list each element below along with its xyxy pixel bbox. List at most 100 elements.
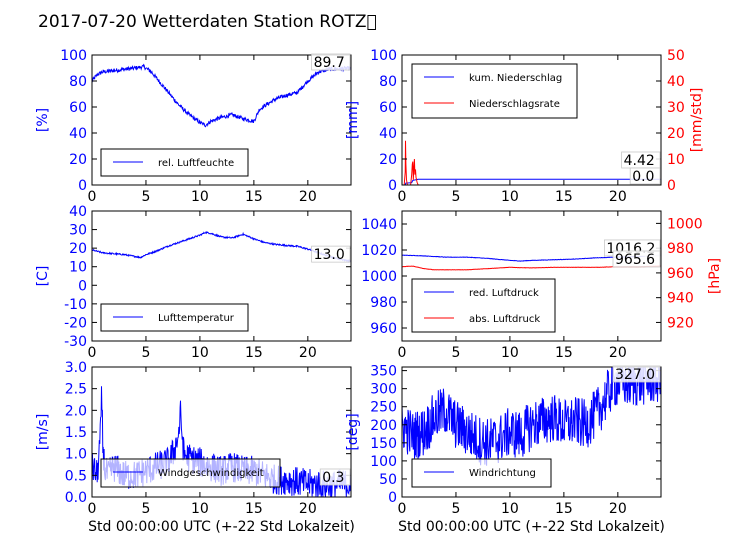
legend-label: red. Luftdruck (469, 288, 539, 299)
plot-frame (91, 210, 352, 342)
series-line-precipitation-1 (402, 140, 661, 185)
y-tick-label: 2.0 (65, 403, 87, 419)
plot-frame (91, 54, 352, 186)
last-value-box (311, 53, 351, 71)
x-tick-label: 5 (141, 345, 150, 361)
y-tick-label: 50 (379, 472, 397, 488)
x-tick-label: 15 (245, 501, 263, 517)
y-tick-label: 960 (370, 321, 397, 337)
last-value-box (629, 167, 661, 185)
last-value-label: 89.7 (314, 55, 345, 71)
y-tick-label: 80 (69, 74, 87, 90)
y-tick-label: 80 (379, 74, 397, 90)
x-tick-label: 15 (555, 189, 573, 205)
panel-humidity: 0 5 10 15 20 0 20 40 60 80 100 [%] 89.7 rel. Luftfeuc… (35, 48, 352, 205)
y-right-tick-label: 1000 (667, 216, 703, 232)
y-tick-label: 1020 (361, 243, 397, 259)
x-tick-label: 20 (299, 189, 317, 205)
y-right-axis-label: [hPa] (707, 258, 723, 294)
y-tick-label: -30 (64, 334, 87, 350)
plot-frame (401, 366, 662, 498)
y-right-tick-label: 0 (667, 178, 676, 194)
x-tick-label: 10 (191, 345, 209, 361)
series-line-precipitation-0 (402, 178, 661, 185)
y-tick-label: 0.0 (65, 490, 87, 506)
last-value-box (319, 468, 351, 486)
series-line-wind_direction-0 (402, 367, 661, 466)
x-tick-label: 10 (191, 189, 209, 205)
y-tick-label: 30 (69, 223, 87, 239)
plot-frame (401, 54, 662, 186)
y-tick-label: 0 (78, 178, 87, 194)
x-tick-label: 5 (451, 189, 460, 205)
y-axis-label: [deg] (345, 413, 361, 450)
y-tick-label: 2.5 (65, 382, 87, 398)
y-axis-label: [C] (35, 266, 51, 287)
x-axis-label: Std 00:00:00 UTC (+-22 Std Lokalzeit) (88, 519, 355, 535)
y-tick-label: 20 (379, 152, 397, 168)
y-tick-label: 40 (69, 126, 87, 142)
y-right-tick-label: 940 (667, 291, 694, 307)
x-tick-label: 20 (299, 345, 317, 361)
y-right-tick-label: 10 (667, 152, 685, 168)
x-tick-label: 20 (609, 345, 627, 361)
x-tick-label: 10 (501, 501, 519, 517)
legend-box (411, 63, 578, 119)
y-tick-label: 0 (388, 178, 397, 194)
last-value-box (612, 365, 661, 383)
x-axis-label: Std 00:00:00 UTC (+-22 Std Lokalzeit) (398, 519, 665, 535)
y-right-tick-label: 920 (667, 315, 694, 331)
last-value-label: 0.0 (632, 169, 654, 185)
x-tick-label: 0 (88, 189, 97, 205)
y-right-tick-label: 980 (667, 241, 694, 257)
x-tick-label: 10 (501, 345, 519, 361)
x-tick-label: 0 (88, 501, 97, 517)
y-right-tick-label: 30 (667, 100, 685, 116)
legend-label: Niederschlagsrate (469, 99, 560, 110)
legend-box (411, 278, 556, 333)
legend-box (100, 458, 281, 488)
x-tick-label: 20 (299, 501, 317, 517)
y-tick-label: 3.0 (65, 360, 87, 376)
y-tick-label: 0 (78, 278, 87, 294)
x-tick-label: 10 (501, 189, 519, 205)
x-tick-label: 15 (555, 501, 573, 517)
legend-label: kum. Niederschlag (469, 73, 562, 84)
y-tick-label: 100 (370, 454, 397, 470)
y-axis-label: [%] (35, 108, 51, 132)
legend-label: abs. Luftdruck (469, 314, 540, 325)
y-axis-label: [m/s] (35, 414, 51, 451)
y-right-axis-label: [mm/std] (689, 88, 705, 153)
x-tick-label: 0 (398, 345, 407, 361)
x-tick-label: 15 (245, 189, 263, 205)
last-value-label: 0.3 (322, 470, 344, 486)
last-value-box (612, 250, 661, 268)
y-tick-label: 980 (370, 295, 397, 311)
last-value-label: 327.0 (615, 367, 655, 383)
y-tick-label: 40 (69, 204, 87, 220)
series-line-temperature-0 (92, 230, 351, 263)
x-tick-label: 0 (398, 189, 407, 205)
y-right-tick-label: 20 (667, 126, 685, 142)
y-tick-label: 300 (370, 382, 397, 398)
x-tick-label: 20 (609, 501, 627, 517)
y-tick-label: 20 (69, 152, 87, 168)
y-tick-label: 1.0 (65, 447, 87, 463)
y-right-tick-label: 960 (667, 266, 694, 282)
y-tick-label: 0.5 (65, 468, 87, 484)
y-tick-label: 0 (388, 490, 397, 506)
y-tick-label: 1000 (361, 269, 397, 285)
y-tick-label: -10 (64, 297, 87, 313)
legend-label: rel. Luftfeuchte (158, 158, 234, 169)
y-right-tick-label: 40 (667, 74, 685, 90)
y-tick-label: 60 (379, 100, 397, 116)
legend-label: Windgeschwindigkeit (158, 468, 264, 479)
y-tick-label: 10 (69, 260, 87, 276)
y-tick-label: 40 (379, 126, 397, 142)
panel-pressure: 0 5 10 15 20 960 980 1000 1020 1040 920 940 960 980 10… (361, 210, 723, 361)
y-tick-label: -20 (64, 315, 87, 331)
last-value-label: 965.6 (615, 252, 655, 268)
y-right-tick-label: 50 (667, 48, 685, 64)
x-tick-label: 15 (245, 345, 263, 361)
